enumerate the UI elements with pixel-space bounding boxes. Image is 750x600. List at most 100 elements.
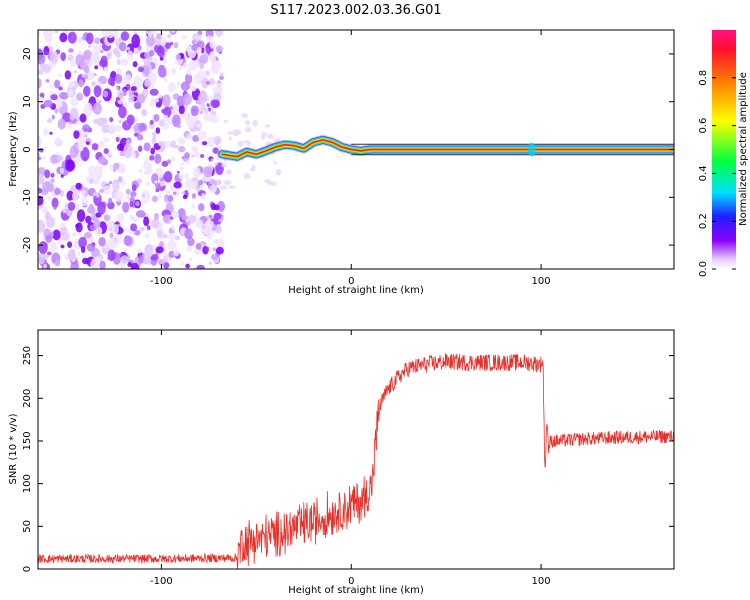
noise-blob: [129, 201, 134, 208]
noise-blob: [38, 241, 48, 255]
noise-blob: [103, 137, 110, 143]
ridge-layer: [221, 139, 674, 158]
noise-blob: [152, 134, 157, 140]
noise-blob: [223, 119, 229, 124]
noise-blob: [153, 212, 159, 221]
noise-blob: [58, 86, 63, 91]
noise-blob: [96, 193, 100, 198]
noise-blob: [67, 31, 77, 44]
noise-blob: [44, 211, 51, 221]
noise-blob: [171, 210, 179, 219]
noise-blob: [195, 219, 204, 229]
noise-blob: [177, 137, 186, 145]
noise-blob: [52, 229, 61, 241]
noise-blob: [38, 32, 41, 37]
colorbar-ticks: 0.0 0.2 0.4 0.6 0.8: [698, 70, 736, 277]
noise-blob: [191, 203, 196, 209]
noise-blob: [136, 133, 144, 141]
colorbar: 0.0 0.2 0.4 0.6 0.8 Normalized spectral ampl…: [698, 30, 749, 277]
noise-blob: [70, 60, 76, 67]
noise-blob: [138, 168, 143, 174]
noise-blob: [61, 231, 70, 241]
noise-blob: [103, 147, 109, 155]
noise-blob: [167, 232, 177, 240]
noise-blob: [97, 201, 106, 215]
noise-blob: [163, 58, 167, 64]
noise-blob: [60, 244, 65, 249]
noise-blob: [70, 97, 79, 107]
noise-blob: [95, 97, 100, 102]
noise-blob: [205, 81, 211, 85]
noise-blob: [94, 165, 103, 178]
noise-blob: [55, 99, 63, 109]
noise-blob: [69, 145, 79, 159]
noise-blob: [138, 255, 144, 264]
noise-blob: [176, 170, 180, 174]
colorbar-tick-label: 0.6: [698, 118, 709, 134]
x-tick-label: 0: [348, 576, 354, 587]
colorbar-tick-label: 0.4: [698, 165, 709, 181]
axes-bottom: -100 0 100 0 50 100 150 200 250: [22, 330, 674, 587]
noise-blob: [50, 172, 55, 178]
noise-blob: [179, 165, 184, 172]
noise-blob: [171, 67, 176, 75]
x-tick-label: 100: [532, 276, 551, 287]
noise-blob: [75, 182, 82, 190]
noise-blob: [38, 187, 43, 194]
noise-blob: [38, 156, 42, 161]
noise-blob: [131, 184, 137, 192]
noise-blob: [189, 84, 197, 92]
noise-blob: [122, 201, 130, 213]
noise-blob: [171, 156, 176, 162]
noise-blob: [172, 114, 181, 128]
noise-blob: [123, 143, 133, 159]
noise-blob: [67, 54, 74, 62]
noise-blob: [39, 63, 47, 70]
noise-blob: [186, 244, 193, 253]
noise-blob: [73, 70, 77, 74]
noise-blob: [146, 181, 150, 186]
noise-blob: [119, 42, 127, 52]
noise-blob: [62, 112, 72, 123]
x-axis-label-top: Height of straight line (km): [288, 285, 424, 296]
noise-blob: [174, 60, 178, 64]
noise-blob: [66, 190, 74, 201]
y-tick-label: 0: [22, 146, 33, 152]
noise-blob: [86, 206, 96, 214]
noise-blob: [153, 114, 160, 122]
noise-blob: [176, 81, 181, 86]
noise-blob: [118, 105, 127, 119]
noise-blob: [252, 119, 258, 127]
noise-blob: [167, 239, 177, 251]
noise-blob: [162, 214, 170, 224]
noise-blob: [213, 204, 220, 211]
colorbar-tick-label: 0.0: [698, 261, 709, 277]
noise-blob: [205, 70, 210, 76]
noise-blob: [170, 140, 177, 149]
noise-blob: [219, 72, 224, 77]
noise-blob: [149, 119, 154, 125]
noise-blob: [209, 51, 216, 60]
noise-blob: [146, 225, 151, 231]
noise-blob: [81, 257, 89, 265]
noise-blob: [107, 201, 115, 210]
noise-blob: [181, 191, 185, 195]
noise-blob: [80, 189, 87, 196]
noise-blob: [76, 117, 81, 121]
noise-blob: [108, 197, 113, 204]
noise-blob: [86, 32, 94, 45]
y-tick-label: 50: [22, 520, 33, 533]
noise-blob: [101, 124, 111, 133]
noise-blob: [46, 195, 51, 201]
noise-blob: [64, 70, 72, 80]
noise-blob: [57, 72, 62, 78]
noise-blob: [125, 73, 132, 82]
noise-blob: [76, 92, 84, 101]
noise-blob: [158, 259, 165, 266]
noise-blob: [163, 171, 173, 183]
noise-blob: [215, 179, 222, 185]
noise-blob: [215, 246, 224, 255]
noise-blob: [51, 114, 55, 120]
